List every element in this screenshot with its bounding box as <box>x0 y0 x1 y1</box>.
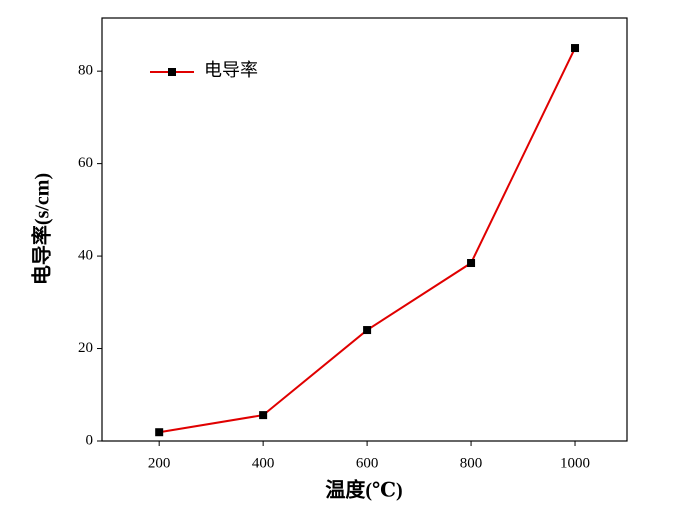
legend-marker <box>168 68 176 76</box>
y-tick-label: 80 <box>78 63 93 79</box>
y-tick-label: 60 <box>78 155 93 171</box>
x-tick-label: 600 <box>356 455 379 471</box>
plot-frame <box>101 17 628 442</box>
data-marker <box>571 44 580 53</box>
data-marker <box>155 428 164 437</box>
x-tick-label: 1000 <box>560 455 590 471</box>
legend-label: 电导率 <box>204 60 258 80</box>
data-marker <box>259 411 268 420</box>
x-axis-title: 温度(℃) <box>325 478 402 502</box>
y-tick-label: 20 <box>78 340 93 356</box>
x-tick-label: 400 <box>252 455 275 471</box>
x-tick-label: 200 <box>148 455 171 471</box>
y-axis-title: 电导率(s/cm) <box>30 173 54 285</box>
data-marker <box>363 326 372 335</box>
data-line <box>159 47 576 434</box>
x-tick-label: 800 <box>460 455 483 471</box>
y-tick-label: 0 <box>86 432 94 448</box>
y-tick-label: 40 <box>78 248 93 264</box>
data-marker <box>467 259 476 268</box>
legend-item: 电导率 <box>150 60 258 80</box>
